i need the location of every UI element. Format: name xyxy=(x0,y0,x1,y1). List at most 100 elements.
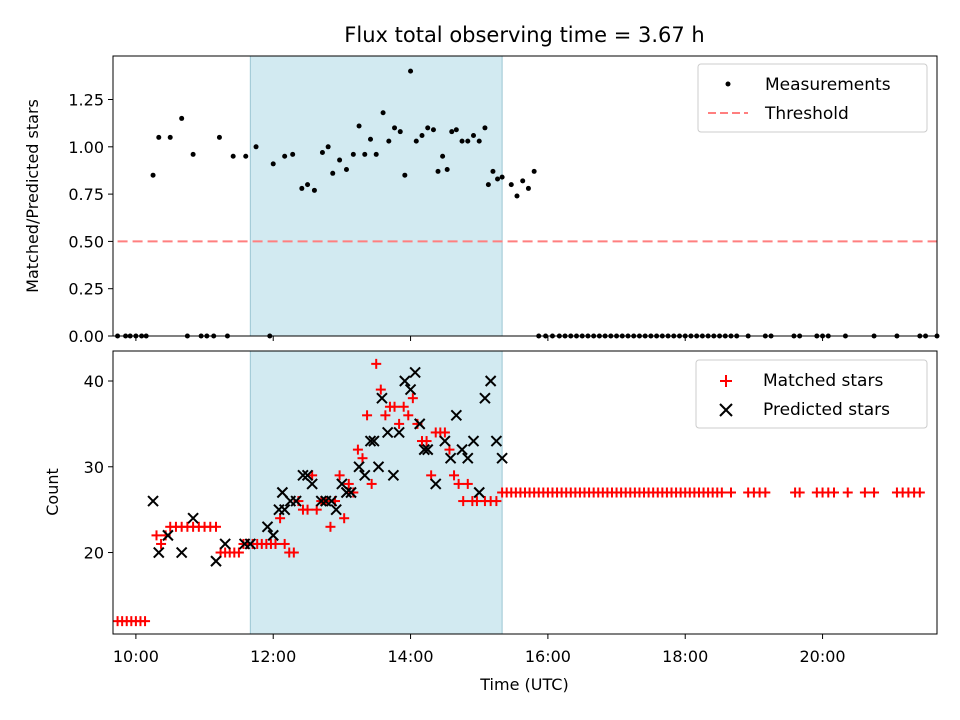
legend-matched-marker xyxy=(720,375,732,387)
predicted-star-point xyxy=(297,469,309,482)
matched-star-point xyxy=(302,504,313,515)
predicted-star-point xyxy=(387,469,400,482)
matched-star-point xyxy=(151,530,162,541)
measurement-point xyxy=(270,161,276,167)
measurement-point xyxy=(453,127,459,133)
predicted-star-point xyxy=(325,495,338,507)
measurement-point xyxy=(305,182,311,188)
matched-star-point xyxy=(211,521,221,532)
measurement-point xyxy=(444,167,450,173)
measurement-point xyxy=(243,153,249,159)
matched-star-point xyxy=(339,513,350,524)
legend-measurements-marker xyxy=(725,81,731,87)
predicted-star-point xyxy=(381,426,394,439)
measurement-point xyxy=(525,185,531,191)
matched-star-point xyxy=(279,538,290,549)
measurement-point xyxy=(485,182,491,188)
predicted-star-point xyxy=(393,426,405,439)
top-panel: 0.00 0.25 0.50 0.75 1.00 1.25 Flux total obse… xyxy=(23,23,940,346)
matched-star-point xyxy=(458,496,469,507)
measurement-point xyxy=(482,125,488,131)
predicted-star-point xyxy=(219,538,231,550)
predicted-star-point xyxy=(330,503,342,516)
measurement-point xyxy=(311,187,317,193)
measurement-point xyxy=(216,134,222,140)
measurement-point xyxy=(402,172,408,178)
predicted-star-point xyxy=(162,529,174,542)
matched-star-point xyxy=(140,616,151,627)
x-axis-label: Time (UTC) xyxy=(479,675,568,694)
chart-title: Flux total observing time = 3.67 h xyxy=(344,23,704,47)
predicted-star-point xyxy=(376,392,388,404)
matched-star-point xyxy=(380,410,391,421)
matched-star-point xyxy=(288,547,299,558)
measurement-point xyxy=(167,134,173,140)
measurement-point xyxy=(413,138,419,144)
measurement-point xyxy=(362,151,368,157)
predicted-star-point xyxy=(467,435,480,447)
measurement-point xyxy=(440,153,446,159)
matched-star-point xyxy=(270,538,281,549)
top-x-ticks xyxy=(135,336,824,341)
predicted-stars-points xyxy=(147,366,508,567)
predicted-star-point xyxy=(187,512,199,524)
matched-star-point xyxy=(914,487,925,498)
matched-star-point xyxy=(726,487,736,498)
measurement-point xyxy=(325,144,331,150)
y-tick-label: 0.25 xyxy=(68,280,104,299)
predicted-star-point xyxy=(372,461,385,473)
matched-star-point xyxy=(375,384,386,395)
bottom-y-ticks: 20 30 40 xyxy=(84,372,113,563)
measurement-point xyxy=(190,151,196,157)
x-tick-label: 10:00 xyxy=(113,647,159,666)
matched-star-point xyxy=(156,538,167,549)
matched-star-point xyxy=(421,436,432,447)
measurement-point xyxy=(508,182,514,188)
matched-star-point xyxy=(403,410,414,421)
measurement-point xyxy=(397,129,403,135)
predicted-star-point xyxy=(210,555,222,567)
predicted-star-point xyxy=(345,486,357,499)
y-tick-label: 0.75 xyxy=(68,185,104,204)
legend-predicted-label: Predicted stars xyxy=(763,400,890,420)
predicted-star-point xyxy=(430,478,442,490)
predicted-star-point xyxy=(315,495,327,507)
predicted-star-point xyxy=(414,418,426,430)
measurement-point xyxy=(150,172,156,178)
y-tick-label: 1.25 xyxy=(68,91,104,110)
matched-star-point xyxy=(343,478,354,489)
bottom-shaded-span xyxy=(249,350,503,635)
bottom-panel: 20 30 40 10:00 12:00 14:00 16:00 18:00 20:00 Co… xyxy=(43,350,938,694)
matched-star-point xyxy=(398,401,409,412)
matched-star-point xyxy=(829,487,839,498)
measurement-point xyxy=(368,136,373,142)
matched-star-point xyxy=(233,547,244,558)
measurement-point xyxy=(343,167,349,173)
matched-star-point xyxy=(334,470,345,481)
measurement-point xyxy=(476,138,482,144)
legend-threshold-label: Threshold xyxy=(764,104,849,124)
predicted-star-point xyxy=(473,486,485,499)
bottom-legend: Matched stars Predicted stars xyxy=(695,359,928,429)
measurement-point xyxy=(435,168,441,174)
measurement-point xyxy=(179,115,185,121)
matched-star-point xyxy=(716,487,727,498)
predicted-star-point xyxy=(359,469,371,482)
measurement-point xyxy=(282,153,288,159)
predicted-star-point xyxy=(244,538,257,550)
predicted-star-point xyxy=(399,375,411,387)
matched-star-point xyxy=(325,521,336,532)
bottom-axes-frame xyxy=(112,350,938,635)
predicted-star-point xyxy=(336,478,348,490)
y-tick-label: 40 xyxy=(84,372,104,391)
matched-star-point xyxy=(389,401,400,412)
matched-star-point xyxy=(842,487,853,498)
measurement-point xyxy=(520,178,526,184)
measurement-point xyxy=(499,174,505,180)
matched-star-point xyxy=(439,427,450,438)
x-tick-label: 20:00 xyxy=(800,647,846,666)
legend-predicted-marker xyxy=(719,403,733,417)
measurement-point xyxy=(408,68,414,74)
predicted-star-point xyxy=(479,392,491,404)
